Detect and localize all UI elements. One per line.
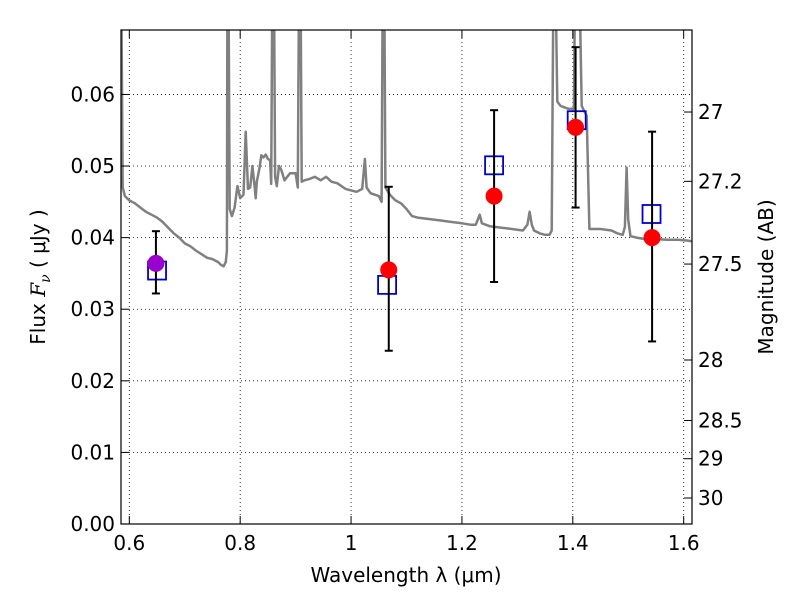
y-tick-label: 0.03 [70,297,115,321]
y-tick-label: 0.05 [70,154,115,178]
mag-tick-label: 30 [698,486,723,510]
plot-frame [120,29,693,525]
x-tick-label: 1.4 [557,531,589,555]
y-axis-label: Flux Fν ( μJy ) [26,209,54,344]
mag-tick-label: 27.2 [698,169,743,193]
y-axis-label-subscript: ν [38,274,54,283]
y-axis-label-symbol: F [26,282,50,298]
y-tick-label: 0.06 [70,82,115,106]
data-markers [147,46,662,352]
x-tick-label: 1.2 [446,531,478,555]
observed-flux-point [147,254,165,272]
x-tick-label: 1.6 [668,531,700,555]
plot-area [121,30,692,268]
y-tick-label: 0.00 [70,512,115,536]
axis-ticks: 0.6 0.8 1 1.2 1.4 1.6 0.00 0.01 0.02 0.03 0.04 0.05… [70,30,743,555]
mag-tick-label: 29 [698,447,723,471]
x-axis-label: Wavelength λ (μm) [310,563,501,587]
x-tick-label: 0.8 [224,531,256,555]
observed-flux-point [567,118,585,136]
y2-axis-label: Magnitude (AB) [754,199,778,354]
observed-flux-point [485,187,503,205]
mag-tick-label: 28 [698,348,723,372]
mag-tick-label: 27.5 [698,252,743,276]
y-tick-label: 0.04 [70,226,115,250]
y-tick-label: 0.01 [70,440,115,464]
spectrum-line [121,30,692,268]
y-axis-label-prefix: Flux [26,297,50,345]
mag-tick-label: 27 [698,100,723,124]
observed-flux-point [380,261,398,279]
y-tick-label: 0.02 [70,369,115,393]
observed-flux-point [643,229,661,247]
x-tick-label: 0.6 [113,531,145,555]
mag-tick-label: 28.5 [698,409,743,433]
y-axis-label-unit: ( μJy ) [26,209,50,274]
x-tick-label: 1 [345,531,358,555]
